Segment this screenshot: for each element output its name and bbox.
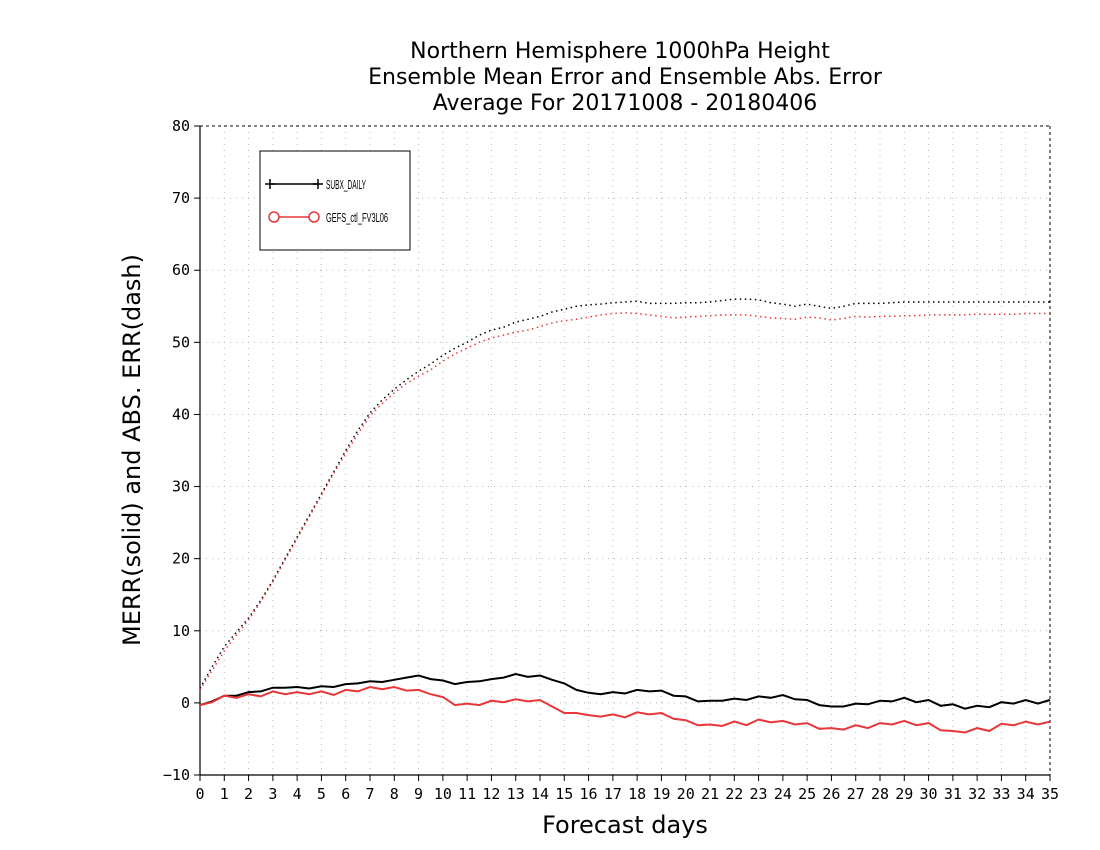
y-tick-label: 40 [172, 405, 190, 423]
title-line-1: Northern Hemisphere 1000hPa Height [410, 39, 830, 64]
series-layer [199, 298, 1051, 734]
x-tick-label: 33 [992, 785, 1010, 803]
y-tick-label: 20 [172, 550, 190, 568]
x-tick-label: 20 [677, 785, 695, 803]
x-tick-label: 27 [847, 785, 865, 803]
title-line-2: Ensemble Mean Error and Ensemble Abs. Er… [368, 65, 883, 90]
chart-title: Northern Hemisphere 1000hPa Height Ensem… [368, 39, 883, 116]
x-tick-label: 0 [195, 785, 204, 803]
legend-label-subx: SUBX_DAILY [326, 177, 366, 192]
x-tick-label: 30 [920, 785, 938, 803]
y-axis: −10 0 10 20 30 40 50 60 70 80 [163, 117, 200, 784]
y-tick-label: 60 [172, 261, 190, 279]
y-axis-label: MERR(solid) and ABS. ERR(dash) [118, 254, 146, 646]
y-tick-label: 10 [172, 622, 190, 640]
x-tick-label: 31 [944, 785, 962, 803]
abs-error-line-gefs-ctl-fv3l06 [199, 312, 1050, 691]
x-tick-label: 26 [822, 785, 840, 803]
x-tick-label: 18 [628, 785, 646, 803]
x-tick-label: 23 [750, 785, 768, 803]
x-tick-label: 19 [652, 785, 670, 803]
y-tick-label: −10 [163, 766, 190, 784]
plot-area [199, 125, 1051, 776]
x-tick-label: 22 [725, 785, 743, 803]
y-tick-label: 80 [172, 117, 190, 135]
legend-box [259, 150, 411, 251]
mean-error-line-subx-daily [199, 672, 1051, 710]
y-tick-label: 70 [172, 189, 190, 207]
x-axis-label: Forecast days [542, 811, 708, 839]
y-tick-label: 50 [172, 333, 190, 351]
x-tick-label: 11 [458, 785, 476, 803]
x-tick-label: 17 [604, 785, 622, 803]
legend-marker-circle-left [268, 211, 280, 223]
y-tick-label: 30 [172, 478, 190, 496]
x-tick-label: 14 [531, 785, 549, 803]
x-tick-label: 25 [798, 785, 816, 803]
x-tick-label: 3 [268, 785, 277, 803]
x-axis: 0 1 2 3 4 5 6 7 8 9 10 11 12 13 14 15 16 17 18 19 20 21 22 23 24… [195, 775, 1059, 803]
title-line-3: Average For 20171008 - 20180406 [433, 91, 818, 116]
x-tick-label: 4 [293, 785, 302, 803]
x-tick-label: 16 [580, 785, 598, 803]
x-tick-label: 10 [434, 785, 452, 803]
x-tick-label: 5 [317, 785, 326, 803]
x-tick-label: 7 [365, 785, 374, 803]
x-tick-label: 29 [895, 785, 913, 803]
mean-error-line-gefs-ctl-fv3l06 [199, 685, 1051, 734]
x-tick-label: 2 [244, 785, 253, 803]
x-tick-label: 28 [871, 785, 889, 803]
x-tick-label: 13 [507, 785, 525, 803]
legend-label-gefs: GEFS_ctl_FV3L06 [326, 210, 388, 225]
x-tick-label: 35 [1041, 785, 1059, 803]
x-tick-label: 9 [414, 785, 423, 803]
legend-marker-circle-right [308, 211, 320, 223]
legend-marker-plus-left [265, 179, 275, 189]
y-tick-label: 0 [181, 694, 190, 712]
x-tick-label: 24 [774, 785, 792, 803]
x-tick-label: 8 [390, 785, 399, 803]
x-tick-label: 15 [555, 785, 573, 803]
x-tick-label: 1 [220, 785, 229, 803]
legend: SUBX_DAILY GEFS_ctl_FV3L06 [259, 150, 411, 251]
legend-marker-plus-right [313, 179, 323, 189]
x-tick-label: 32 [968, 785, 986, 803]
abs-error-line-subx-daily [199, 298, 1050, 689]
x-tick-label: 12 [482, 785, 500, 803]
x-tick-label: 6 [341, 785, 350, 803]
x-tick-label: 34 [1017, 785, 1035, 803]
x-tick-label: 21 [701, 785, 719, 803]
